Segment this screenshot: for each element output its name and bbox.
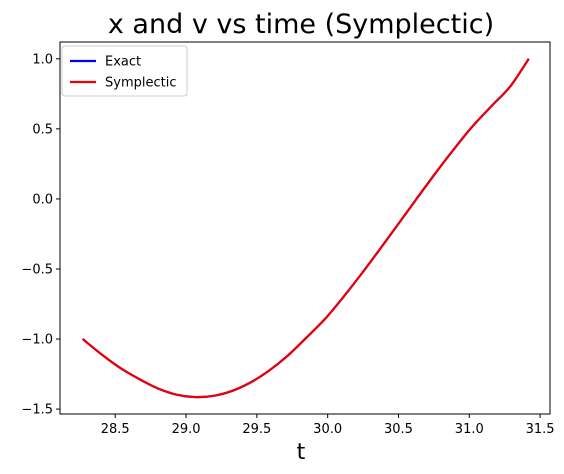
legend-label-exact: Exact bbox=[105, 55, 141, 70]
x-axis-label: t bbox=[297, 440, 306, 465]
y-tick-label: −1.5 bbox=[21, 403, 53, 418]
x-tick-label: 29.5 bbox=[242, 422, 271, 437]
series-line-symplectic bbox=[81, 58, 530, 399]
y-tick-label: −1.0 bbox=[21, 333, 53, 348]
x-tick-label: 31.0 bbox=[455, 422, 484, 437]
legend-label-symplectic: Symplectic bbox=[105, 76, 176, 91]
y-axis: 1.0 0.5 0.0 −0.5 −1.0 −1.5 bbox=[21, 52, 60, 418]
x-tick-label: 31.5 bbox=[526, 422, 555, 437]
series-line-exact bbox=[81, 58, 530, 399]
x-tick-label: 30.0 bbox=[313, 422, 342, 437]
y-tick-label: 0.5 bbox=[32, 122, 53, 137]
x-tick-label: 30.5 bbox=[384, 422, 413, 437]
y-tick-label: 1.0 bbox=[32, 52, 53, 67]
series-layer bbox=[81, 58, 530, 399]
y-tick-label: 0.0 bbox=[32, 192, 53, 207]
legend-box bbox=[61, 45, 188, 97]
legend: Exact Symplectic bbox=[61, 45, 188, 97]
x-tick-label: 29.0 bbox=[172, 422, 201, 437]
plot-area-frame bbox=[59, 41, 551, 415]
chart-title: x and v vs time (Symplectic) bbox=[108, 9, 494, 40]
y-tick-label: −0.5 bbox=[21, 262, 53, 277]
x-axis: 28.5 29.0 29.5 30.0 30.5 31.0 31.5 bbox=[101, 414, 555, 437]
x-tick-label: 28.5 bbox=[101, 422, 130, 437]
